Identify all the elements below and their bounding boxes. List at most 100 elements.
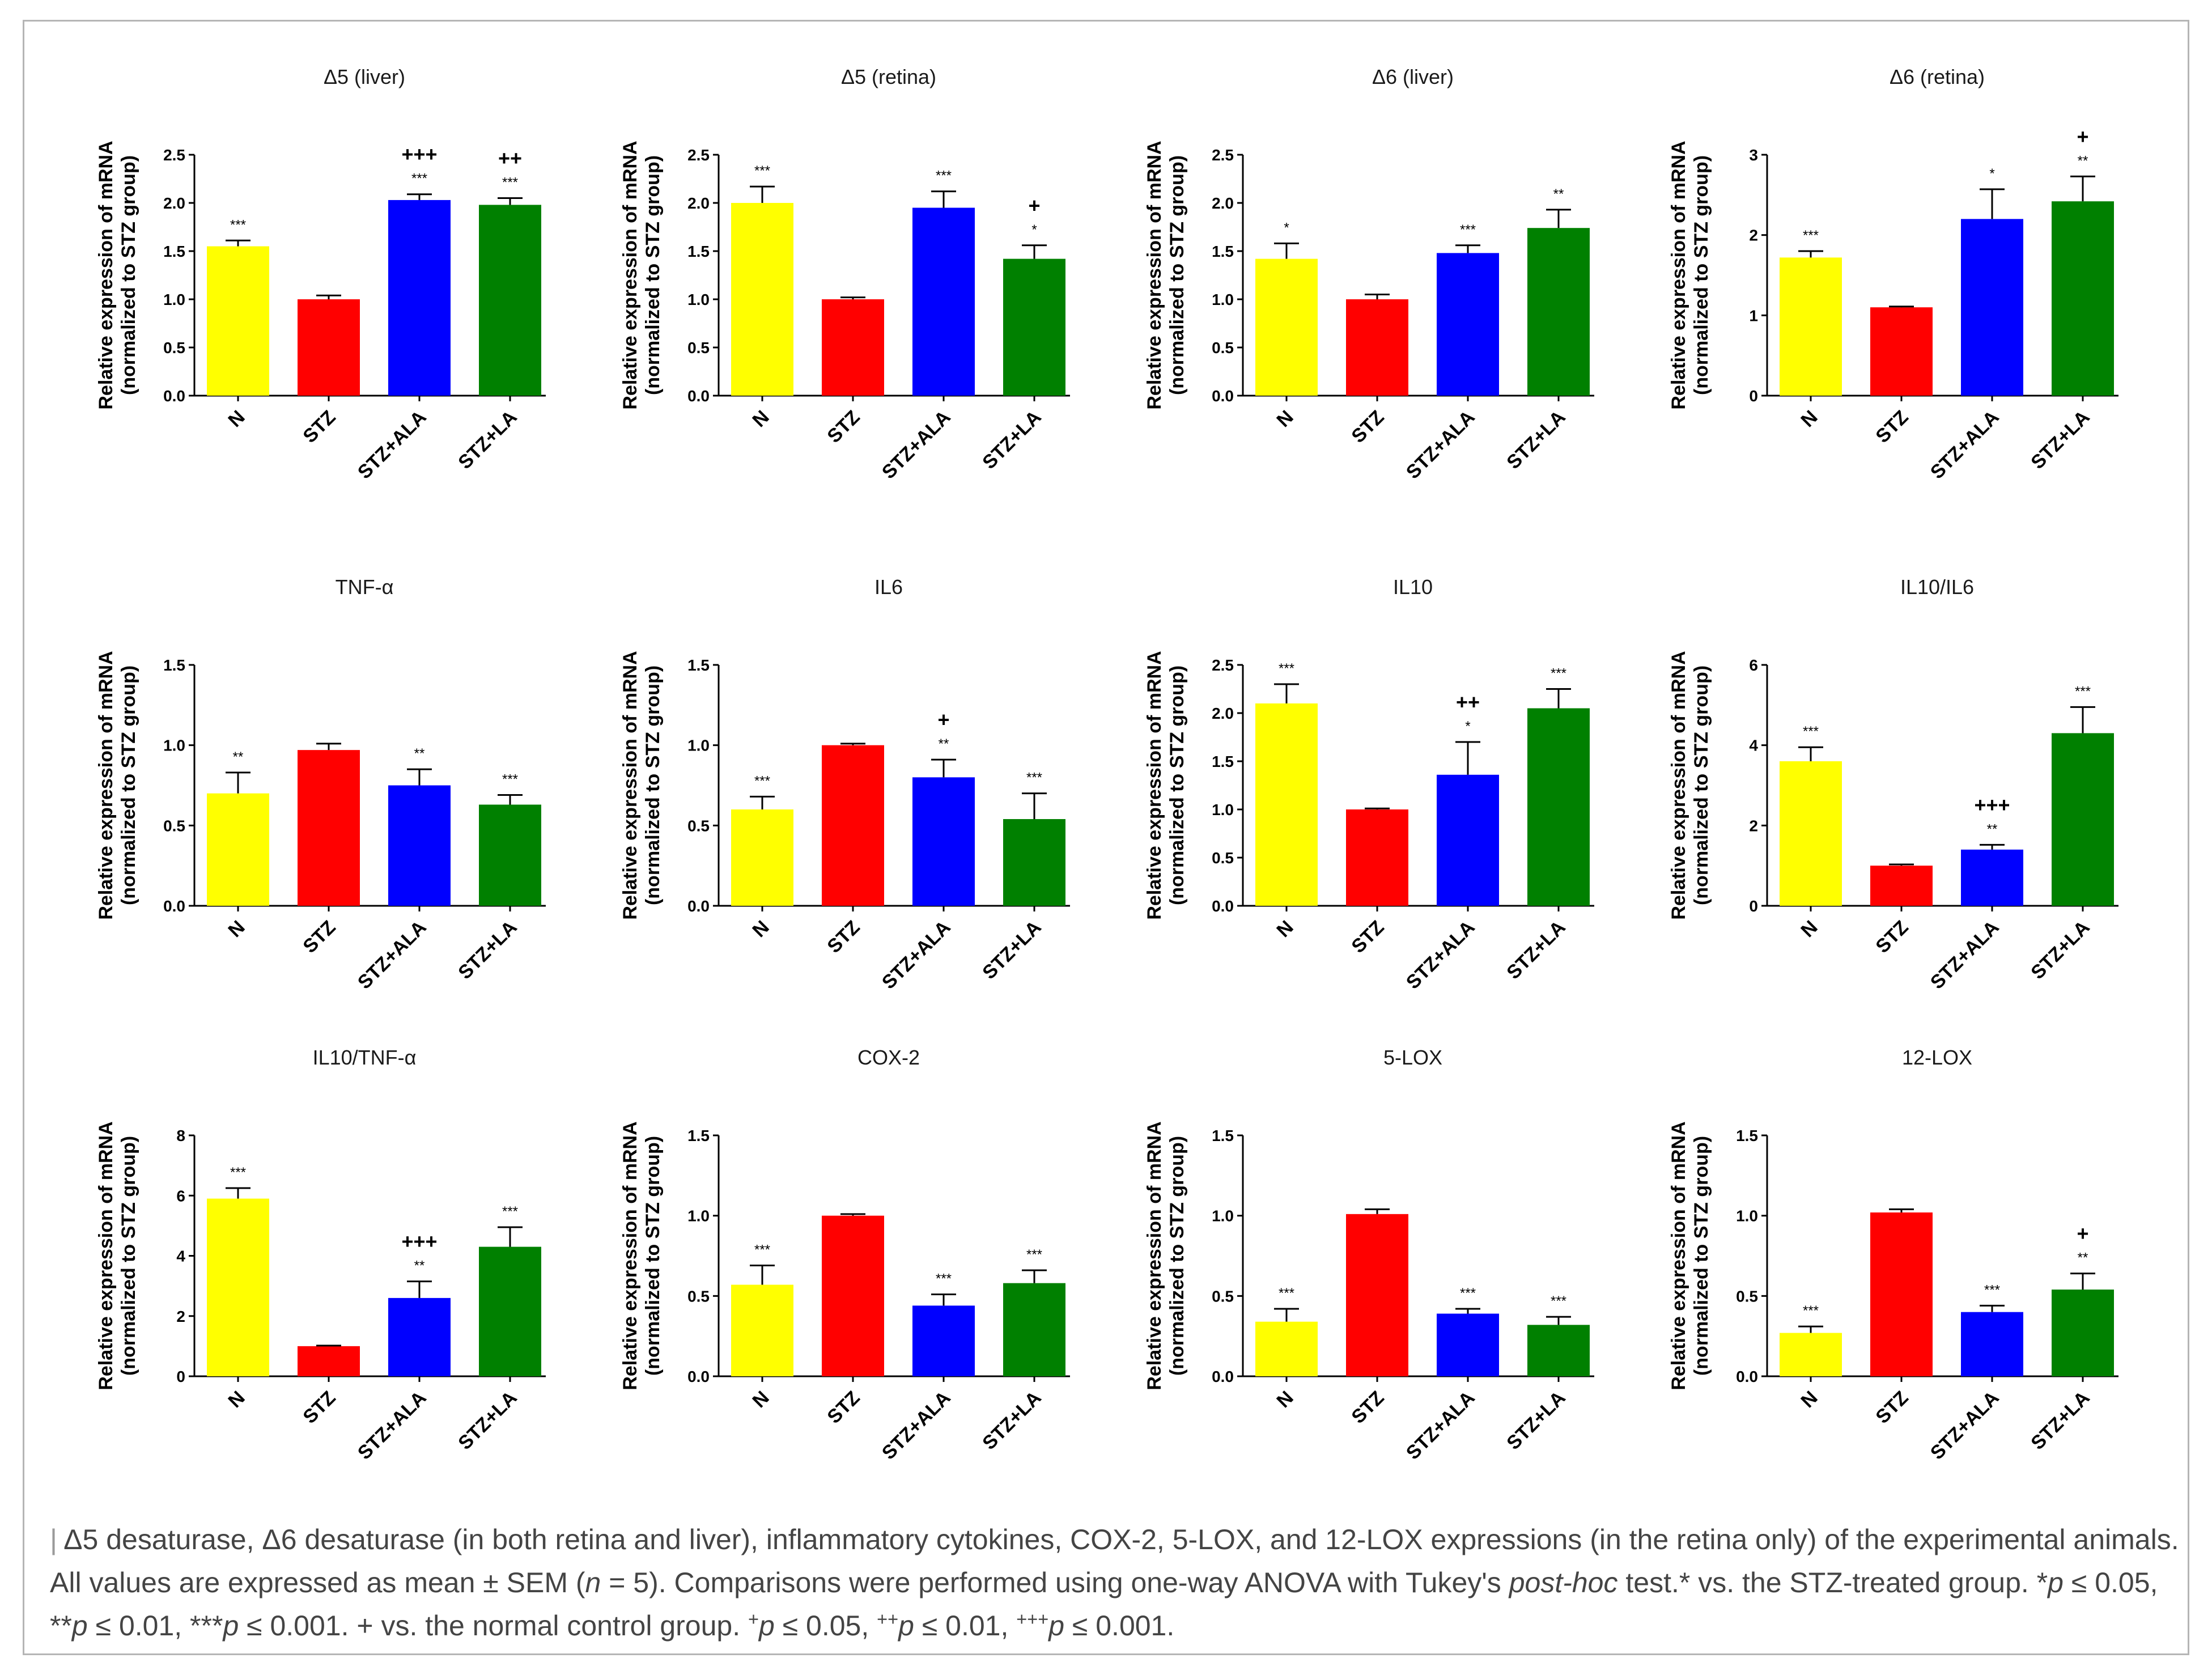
y-tick-label: 1.0 [1212,291,1234,308]
y-tick-label: 1.0 [687,291,710,308]
x-category-label: N [1797,917,1822,942]
bar-stz-plus-la [1003,258,1065,396]
y-axis-label-line2: (normalized to STZ group) [1166,665,1188,905]
significance-stars: *** [754,1243,770,1258]
y-tick-label: 2.0 [687,194,710,212]
y-axis-label: Relative expression of mRNA (normalized t… [1144,651,1188,919]
y-axis-label-line2: (normalized to STZ group) [642,155,664,395]
x-category-label: N [1272,1387,1297,1412]
y-tick-label: 1.5 [163,243,185,260]
y-tick-label: 0.5 [687,817,710,834]
x-category-text: STZ+LA [1502,1387,1569,1454]
significance-stars: *** [1460,222,1476,238]
figure-caption: | Δ5 desaturase, Δ6 desaturase (in both … [50,1524,2179,1642]
x-category-label: N [1272,406,1297,431]
x-category-text: STZ+LA [978,1387,1045,1454]
x-category-text: STZ+LA [2027,917,2094,983]
bar-stz-plus-la [1527,708,1590,906]
y-tick-label: 1.0 [687,737,710,754]
significance-stars: *** [1551,1294,1566,1309]
bar-stz [1346,299,1408,396]
bar-stz-plus-ala [1437,1313,1499,1376]
bar-stz [822,299,884,396]
chart-panel: 5-LOX Relative expression of mRNA (normali… [1144,1046,1594,1464]
x-category-text: STZ+LA [978,917,1045,983]
significance-stars: *** [502,1204,518,1219]
y-tick-label: 0.5 [1736,1287,1758,1305]
y-tick-label: 4 [176,1248,185,1265]
chart-title: Δ5 (retina) [841,65,936,88]
bar-stz-plus-ala [1437,253,1499,396]
y-axis-label-line2: (normalized to STZ group) [1691,1136,1712,1376]
chart-panel: 12-LOX Relative expression of mRNA (normal… [1668,1046,2118,1464]
x-category-label: STZ+ALA [878,1387,955,1464]
y-tick-label: 0.5 [1212,849,1234,867]
significance-stars: *** [754,163,770,179]
significance-plus: +++ [401,1230,437,1253]
y-axis-label-line1: Relative expression of mRNA [1668,651,1689,919]
y-tick-label: 1.5 [687,656,710,674]
y-tick-label: 0.0 [1212,1368,1234,1385]
x-category-text: STZ+ALA [1926,1387,2003,1464]
significance-stars: * [1989,166,1994,181]
bar-stz [1870,307,1933,396]
x-category-text: N [1797,1387,1822,1412]
x-category-text: N [224,917,249,942]
x-category-text: STZ [1871,1387,1912,1428]
x-category-label: STZ+LA [2027,917,2094,983]
significance-stars: *** [936,168,952,184]
x-category-label: N [224,406,249,431]
x-category-label: N [1797,1387,1822,1412]
significance-stars: ** [414,746,425,761]
bar-n [1780,257,1842,396]
significance-stars: ** [2078,1250,2088,1266]
x-category-label: STZ+LA [1502,406,1569,473]
bar-stz-plus-ala [388,200,451,396]
y-tick-label: 0.0 [1212,387,1234,405]
x-category-label: STZ+ALA [1402,917,1479,994]
x-category-text: STZ [823,406,864,447]
x-category-text: STZ+LA [1502,917,1569,983]
y-tick-label: 2.0 [1212,705,1234,722]
y-axis-label: Relative expression of mRNA (normalized t… [1668,1121,1712,1390]
x-category-text: STZ [299,917,339,957]
significance-stars: ** [414,1258,425,1274]
x-category-label: STZ+LA [1502,1387,1569,1454]
y-axis-label: Relative expression of mRNA (normalized t… [619,1121,664,1390]
bar-stz-plus-ala [388,1297,451,1376]
y-tick-label: 1.5 [687,243,710,260]
bar-n [1255,1321,1318,1376]
x-category-text: STZ+ALA [354,1387,431,1464]
bar-stz-plus-ala [1437,774,1499,906]
y-tick-label: 2.5 [163,146,185,164]
significance-plus: + [2077,125,2088,148]
x-category-text: N [748,406,773,431]
significance-stars: *** [2075,684,2091,699]
x-category-label: STZ+ALA [1926,1387,2003,1464]
significance-stars: *** [1279,661,1294,676]
significance-stars: *** [1460,1286,1476,1301]
y-tick-label: 0 [1749,897,1758,915]
y-tick-label: 1.5 [1212,1127,1234,1144]
y-tick-label: 2 [1749,227,1758,244]
x-category-label: STZ+LA [454,406,521,473]
x-category-label: STZ+ALA [354,406,431,484]
y-axis-label: Relative expression of mRNA (normalized t… [619,141,664,409]
x-category-label: STZ+ALA [1402,1387,1479,1464]
y-axis-label-line1: Relative expression of mRNA [95,141,117,409]
x-category-label: STZ+LA [978,1387,1045,1454]
y-tick-label: 0.0 [163,897,185,915]
chart-panel: Δ6 (liver) Relative expression of mRNA (no… [1144,65,1594,484]
y-axis-label-line2: (normalized to STZ group) [1691,155,1712,395]
bar-stz [822,1215,884,1376]
bar-stz-plus-la [479,804,541,906]
y-tick-label: 1.0 [687,1207,710,1225]
bar-n [1255,258,1318,396]
x-category-text: N [1272,917,1297,942]
y-tick-label: 0.5 [1212,1287,1234,1305]
x-category-text: STZ+LA [1502,406,1569,473]
x-category-text: STZ+ALA [1402,917,1479,994]
y-tick-label: 1.5 [163,656,185,674]
y-tick-label: 1.5 [687,1127,710,1144]
significance-stars: ** [939,736,949,752]
